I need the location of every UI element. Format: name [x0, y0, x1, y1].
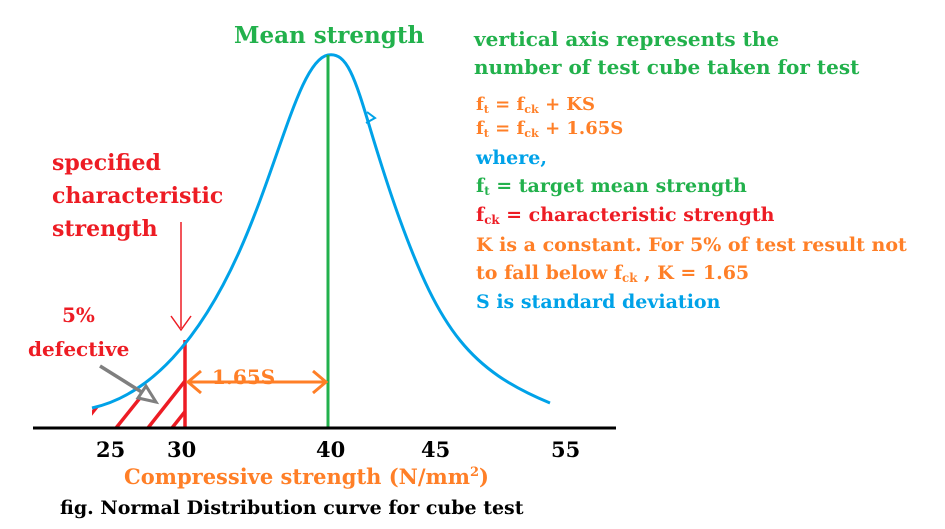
dimension-label-1-65s: 1.65S — [212, 365, 276, 389]
fck-definition: fck = characteristic strength — [476, 204, 775, 227]
tick-label: 25 — [96, 437, 126, 462]
defective-label-line1: 5% — [62, 303, 95, 327]
specified-label-line2: characteristic — [52, 183, 224, 209]
k-definition-line1: K is a constant. For 5% of test result n… — [476, 234, 907, 256]
defective-label-line2: defective — [28, 337, 130, 361]
specified-label-line3: strength — [52, 216, 158, 242]
dimension-arrow-1-65s — [185, 369, 329, 395]
axis-note-line2: number of test cube taken for test — [474, 55, 860, 79]
ft-definition: ft = target mean strength — [476, 175, 747, 198]
formula-ks: ft = fck + KS — [476, 94, 596, 116]
specified-strength-pointer — [170, 222, 192, 332]
mean-strength-title: Mean strength — [234, 22, 425, 49]
tick-label: 55 — [551, 437, 581, 462]
specified-label-line1: specified — [52, 150, 161, 176]
tick-label: 40 — [316, 437, 346, 462]
curve-arrowhead-icon — [365, 111, 377, 124]
figure-caption: fig. Normal Distribution curve for cube … — [60, 497, 524, 519]
x-axis-label: Compressive strength (N/mm2) — [124, 464, 489, 489]
formula-165s: ft = fck + 1.65S — [476, 118, 624, 140]
where-label: where, — [476, 147, 547, 169]
tick-label: 30 — [167, 437, 197, 462]
defective-pointer-arrow — [99, 364, 160, 405]
k-definition-line2: to fall below fck , K = 1.65 — [476, 262, 750, 285]
tick-label: 45 — [421, 437, 451, 462]
s-definition: S is standard deviation — [476, 291, 721, 313]
axis-note-line1: vertical axis represents the — [474, 27, 780, 51]
